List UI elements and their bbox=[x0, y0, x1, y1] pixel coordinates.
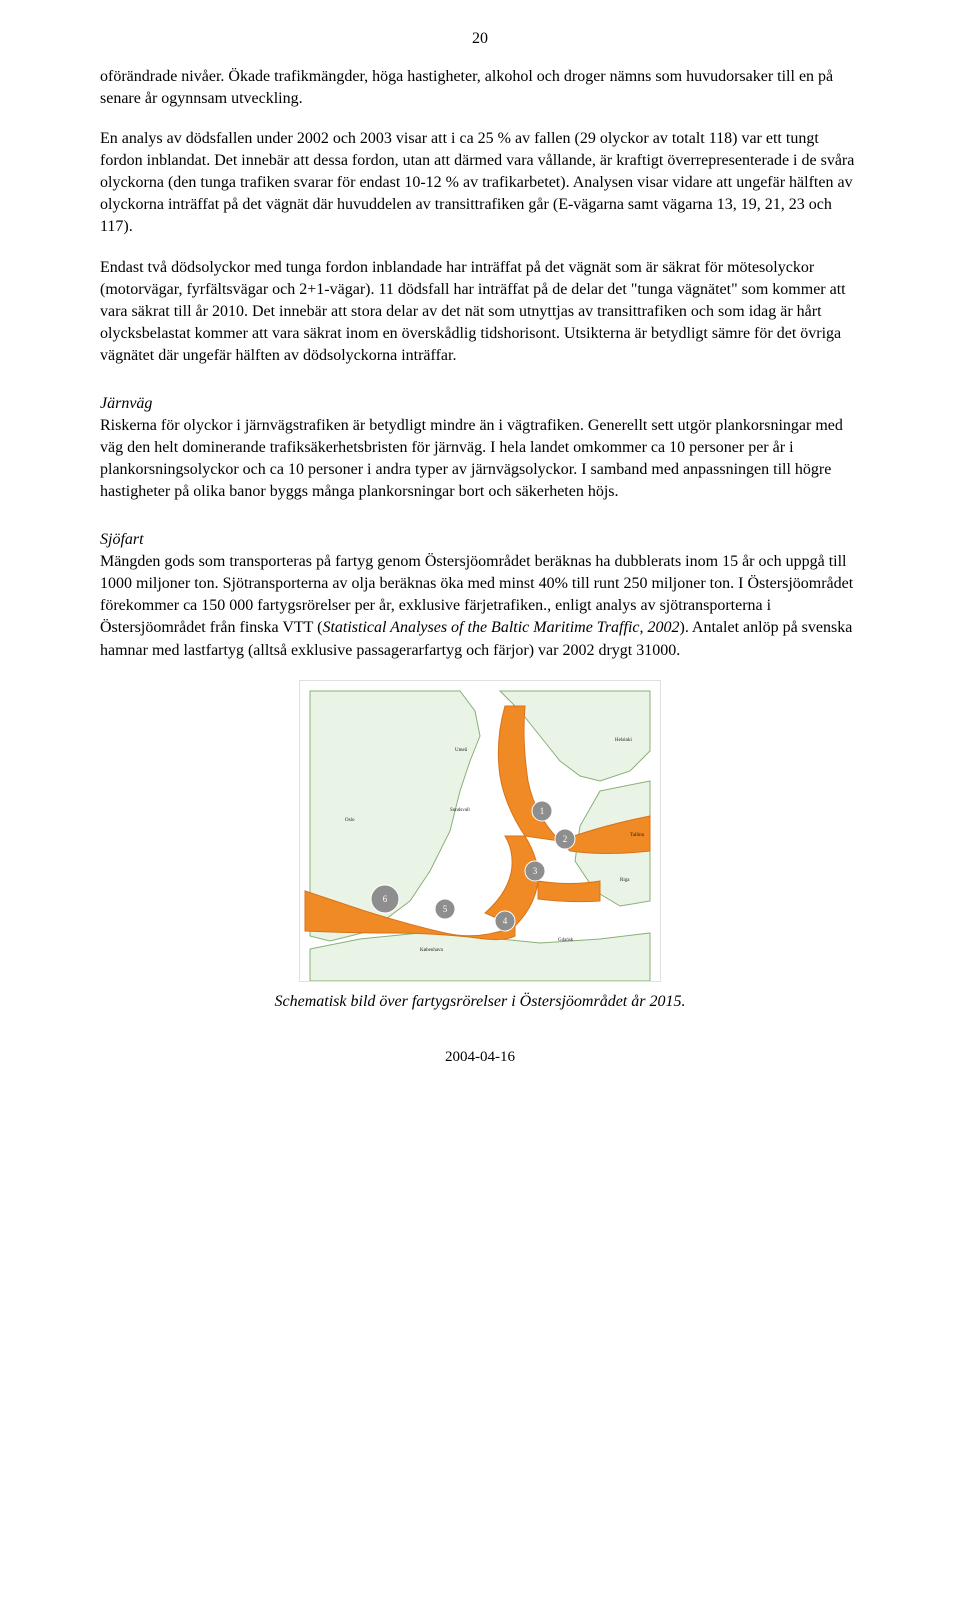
svg-text:København: København bbox=[420, 948, 444, 953]
flow-riga bbox=[538, 881, 600, 902]
svg-text:Tallinn: Tallinn bbox=[630, 833, 645, 838]
paragraph: Endast två dödsolyckor med tunga fordon … bbox=[100, 257, 860, 367]
svg-text:Gdańsk: Gdańsk bbox=[558, 938, 574, 943]
page-number: 20 bbox=[100, 30, 860, 48]
section-heading-jarnvag: Järnväg bbox=[100, 395, 860, 413]
map-node-label: 5 bbox=[443, 904, 448, 914]
map-node-label: 6 bbox=[383, 894, 388, 904]
text-italic: Statistical Analyses of the Baltic Marit… bbox=[322, 619, 679, 636]
section-heading-sjofart: Sjöfart bbox=[100, 531, 860, 549]
document-page: 20 oförändrade nivåer. Ökade trafikmängd… bbox=[0, 0, 960, 1609]
map-node-label: 1 bbox=[540, 806, 545, 816]
paragraph: En analys av dödsfallen under 2002 och 2… bbox=[100, 128, 860, 238]
map-node-label: 2 bbox=[563, 834, 568, 844]
land-south bbox=[310, 933, 650, 981]
svg-text:Riga: Riga bbox=[620, 878, 630, 883]
svg-text:Helsinki: Helsinki bbox=[615, 738, 633, 743]
figure-caption: Schematisk bild över fartygsrörelser i Ö… bbox=[100, 993, 860, 1011]
figure: 1 2 3 4 5 6 Oslo Umeå Sundsvall Helsinki Tall… bbox=[100, 680, 860, 1011]
map-node-label: 4 bbox=[503, 916, 508, 926]
map-icon: 1 2 3 4 5 6 Oslo Umeå Sundsvall Helsinki Tall… bbox=[299, 680, 661, 982]
svg-text:Oslo: Oslo bbox=[345, 818, 355, 823]
svg-text:Umeå: Umeå bbox=[455, 747, 468, 753]
paragraph: Mängden gods som transporteras på fartyg… bbox=[100, 551, 860, 661]
svg-text:Sundsvall: Sundsvall bbox=[450, 808, 470, 813]
paragraph: Riskerna för olyckor i järnvägstrafiken … bbox=[100, 415, 860, 503]
paragraph: oförändrade nivåer. Ökade trafikmängder,… bbox=[100, 66, 860, 110]
footer-date: 2004-04-16 bbox=[100, 1049, 860, 1066]
map-node-label: 3 bbox=[533, 866, 538, 876]
